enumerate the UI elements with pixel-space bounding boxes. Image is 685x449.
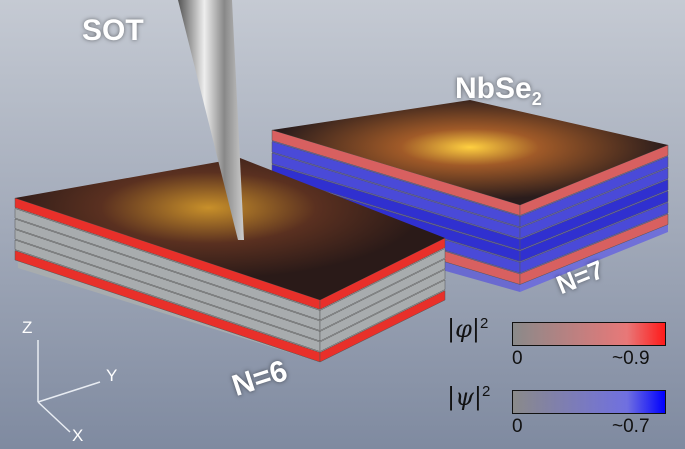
z-axis-label: Z	[22, 318, 33, 337]
axes-triad	[37, 340, 101, 433]
phi-symbol: |φ|2	[447, 315, 488, 343]
layer-face	[519, 190, 669, 262]
right-stack	[271, 100, 669, 292]
x-axis-label: X	[72, 426, 84, 445]
left-top-surface	[15, 158, 445, 300]
layer-face	[519, 167, 669, 239]
layer-face	[319, 269, 446, 342]
psi-power: 2	[482, 383, 491, 400]
layer-face	[519, 144, 669, 216]
y-axis-label: Y	[106, 366, 118, 385]
x-axis	[37, 401, 71, 433]
layer-face	[319, 279, 446, 352]
psi-max: ~0.7	[612, 416, 650, 437]
phi-text: |φ|	[447, 315, 480, 343]
sot-label: SOT	[82, 14, 144, 47]
layer-face	[519, 179, 669, 251]
material-name: NbSe	[455, 72, 532, 105]
layer-face	[319, 258, 446, 331]
layer-face	[319, 290, 446, 363]
sot-probe-tip	[178, 0, 244, 240]
phi-max: ~0.9	[612, 348, 650, 369]
psi-colorbar	[512, 390, 666, 414]
layer-face	[519, 202, 669, 274]
layer-face	[519, 156, 669, 228]
right-top-surface	[272, 100, 668, 205]
psi-symbol: |ψ|2	[447, 383, 490, 411]
layer-face	[519, 213, 669, 285]
left-stack	[14, 158, 446, 363]
y-axis	[37, 381, 101, 403]
phi-colorbar	[512, 322, 666, 346]
layer-face	[319, 248, 446, 321]
nbse2-label: NbSe2	[455, 72, 542, 110]
phi-min: 0	[512, 348, 523, 369]
psi-text: |ψ|	[447, 383, 482, 411]
material-subscript: 2	[531, 89, 542, 109]
phi-power: 2	[479, 315, 489, 332]
psi-min: 0	[512, 416, 523, 437]
